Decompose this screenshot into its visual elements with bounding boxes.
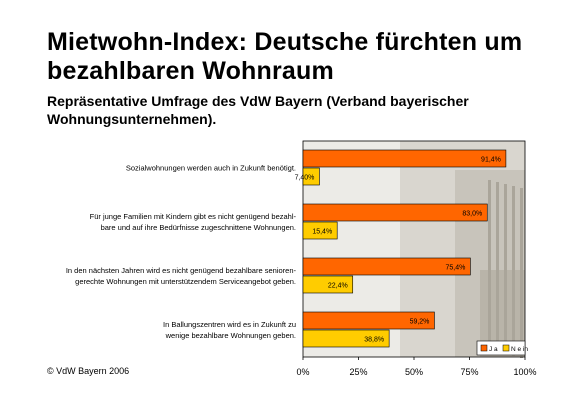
x-tick-label: 75%: [460, 367, 478, 377]
bar-ja: [302, 149, 507, 168]
x-tick-label: 50%: [405, 367, 423, 377]
data-label: 75,4%: [446, 265, 466, 272]
photo-post: [512, 186, 515, 356]
legend-swatch: [502, 344, 510, 352]
legend-box: [476, 340, 526, 356]
legend-label: N e in: [511, 346, 528, 353]
category-label: bare und auf ihre Bedürfnisse zugeschnit…: [101, 223, 296, 232]
copyright-note: © VdW Bayern 2006: [47, 366, 130, 376]
data-label: 7,40%: [295, 175, 315, 182]
category-label: gerechte Wohnungen mit unterstützendem S…: [75, 277, 296, 286]
x-tick-label: 25%: [349, 367, 367, 377]
bar-nein: [302, 275, 354, 294]
data-label: 15,4%: [312, 229, 332, 236]
page-title: Mietwohn-Index: Deutsche fürchten um bez…: [47, 28, 523, 85]
bar-ja: [302, 257, 471, 276]
x-tick-label: 100%: [513, 367, 536, 377]
bar-ja: [302, 311, 435, 330]
data-label: 59,2%: [410, 319, 430, 326]
photo-post: [520, 188, 523, 358]
category-label: wenige bezahlbare Wohnungen geben.: [165, 331, 296, 340]
photo-post: [496, 182, 499, 352]
legend-swatch: [480, 344, 488, 352]
photo-post: [488, 180, 491, 350]
x-tick-label: 0%: [296, 367, 309, 377]
category-label: In Ballungszentren wird es in Zukunft zu: [163, 320, 296, 329]
legend-label: J a: [489, 346, 498, 353]
bar-ja: [302, 203, 488, 222]
category-label: In den nächsten Jahren wird es nicht gen…: [66, 266, 297, 275]
data-label: 83,0%: [462, 211, 482, 218]
data-label: 22,4%: [328, 283, 348, 290]
data-label: 91,4%: [481, 157, 501, 164]
data-label: 38,8%: [364, 337, 384, 344]
bar-nein: [302, 329, 390, 348]
bar-nein: [302, 221, 338, 240]
bar-nein: [302, 167, 320, 186]
category-label: Sozialwohnungen werden auch in Zukunft b…: [126, 164, 296, 173]
page-subtitle: Repräsentative Umfrage des VdW Bayern (V…: [47, 93, 469, 127]
category-label: Für junge Familien mit Kindern gibt es n…: [90, 212, 297, 221]
photo-post: [504, 184, 507, 354]
